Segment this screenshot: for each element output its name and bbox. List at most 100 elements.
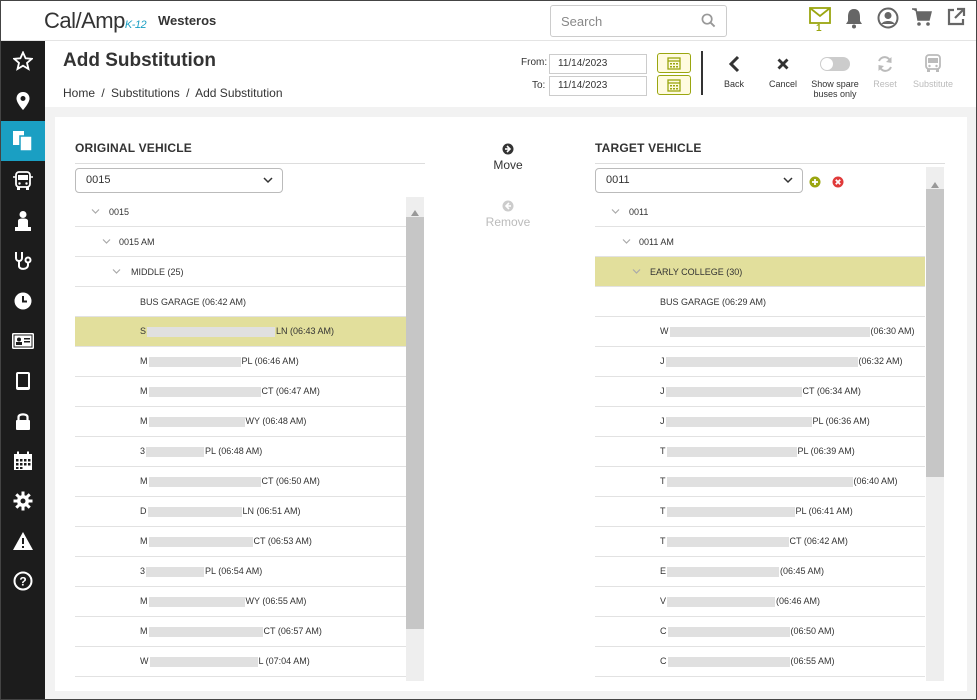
mail-icon[interactable]: 1 <box>808 7 832 35</box>
move-button[interactable]: Move <box>473 143 543 172</box>
stop-row[interactable]: V (06:46 AM) <box>595 587 925 617</box>
stop-row[interactable]: M WY (06:48 AM) <box>75 407 406 437</box>
stop-name-start: V <box>660 596 667 607</box>
chevron-down-icon[interactable] <box>112 267 121 278</box>
remove-vehicle-button[interactable] <box>832 175 844 193</box>
original-scrollbar[interactable] <box>406 197 424 681</box>
sidebar-item-settings[interactable] <box>1 481 45 521</box>
sidebar-item-calendar[interactable] <box>1 441 45 481</box>
stop-row[interactable]: J (06:32 AM) <box>595 347 925 377</box>
target-scrollbar[interactable] <box>926 167 944 681</box>
redacted-address <box>665 416 812 427</box>
move-label: Move <box>493 158 523 172</box>
search-icon[interactable] <box>701 13 716 33</box>
sidebar-item-location[interactable] <box>1 81 45 121</box>
stop-row[interactable]: BUS GARAGE (06:29 AM) <box>595 287 925 317</box>
chevron-down-icon[interactable] <box>622 237 631 248</box>
breadcrumb-home[interactable]: Home <box>63 86 96 100</box>
calamp-logo[interactable]: Cal/AmpK-12 <box>44 8 147 34</box>
chevron-down-icon[interactable] <box>102 237 111 248</box>
stop-row[interactable]: M WY (06:55 AM) <box>75 587 406 617</box>
target-vehicle-select[interactable]: 0011 <box>595 168 803 193</box>
stop-row[interactable]: BUS GARAGE (06:42 AM) <box>75 287 406 317</box>
sidebar-item-id-card[interactable] <box>1 321 45 361</box>
sidebar-item-substitution[interactable] <box>1 121 45 161</box>
reset-button[interactable]: Reset <box>855 53 915 89</box>
stop-row[interactable]: T PL (06:41 AM) <box>595 497 925 527</box>
stop-row[interactable]: T PL (06:39 AM) <box>595 437 925 467</box>
stop-row[interactable]: M CT (06:50 AM) <box>75 467 406 497</box>
breadcrumb-substitutions[interactable]: Substitutions <box>111 86 180 100</box>
stop-row[interactable]: T (06:40 AM) <box>595 467 925 497</box>
scrollbar-thumb[interactable] <box>406 217 424 629</box>
sidebar-item-alerts[interactable] <box>1 521 45 561</box>
stop-row[interactable]: M CT (06:47 AM) <box>75 377 406 407</box>
stop-row[interactable]: D LN (06:51 AM) <box>75 497 406 527</box>
from-calendar-button[interactable] <box>657 53 691 73</box>
stop-row[interactable]: J PL (06:36 AM) <box>595 407 925 437</box>
stop-name-start: C <box>660 656 667 667</box>
stop-row[interactable]: W L (07:04 AM) <box>75 647 406 677</box>
student-icon <box>15 211 31 231</box>
stethoscope-icon <box>15 252 32 270</box>
tree-run-node[interactable]: 0015 AM <box>75 227 406 257</box>
sidebar-item-student[interactable] <box>1 201 45 241</box>
cart-icon[interactable] <box>910 7 934 35</box>
stop-row[interactable]: W (06:30 AM) <box>595 317 925 347</box>
top-icons: 1 <box>808 7 968 35</box>
search-input[interactable] <box>551 6 691 36</box>
stop-row[interactable]: M PL (06:46 AM) <box>75 347 406 377</box>
scrollbar-thumb[interactable] <box>926 189 944 477</box>
stop-name-start: W <box>660 326 669 337</box>
tree-vehicle-node[interactable]: 0015 <box>75 197 406 227</box>
add-vehicle-button[interactable] <box>809 175 821 193</box>
stop-row[interactable]: E (06:45 AM) <box>595 557 925 587</box>
stop-row[interactable]: 3 PL (06:54 AM) <box>75 557 406 587</box>
user-icon[interactable] <box>876 7 900 35</box>
stop-row[interactable]: M CT (06:53 AM) <box>75 527 406 557</box>
sidebar: ? <box>1 41 45 699</box>
scroll-up-arrow[interactable] <box>411 203 419 221</box>
sidebar-item-bus[interactable] <box>1 161 45 201</box>
stop-row[interactable]: C (06:55 AM) <box>595 647 925 677</box>
sidebar-item-help[interactable]: ? <box>1 561 45 601</box>
stop-row[interactable]: T CT (06:42 AM) <box>595 527 925 557</box>
spare-buses-toggle[interactable]: Show spare buses only <box>805 53 865 99</box>
tree-route-node[interactable]: EARLY COLLEGE (30) <box>595 257 925 287</box>
to-calendar-button[interactable] <box>657 75 691 95</box>
to-date-field[interactable]: 11/14/2023 <box>549 76 647 96</box>
toggle-switch[interactable] <box>820 57 850 71</box>
stop-row[interactable]: 3 PL (06:48 AM) <box>75 437 406 467</box>
from-label: From: <box>521 57 548 68</box>
stop-label: M WY (06:55 AM) <box>140 596 306 607</box>
from-date-field[interactable]: 11/14/2023 <box>549 54 647 74</box>
bell-icon[interactable] <box>842 7 866 35</box>
chevron-down-icon[interactable] <box>611 207 620 218</box>
stop-row[interactable]: J CT (06:34 AM) <box>595 377 925 407</box>
stop-row[interactable]: C (06:50 AM) <box>595 617 925 647</box>
substitute-button[interactable]: Substitute <box>903 53 963 89</box>
sidebar-item-security[interactable] <box>1 401 45 441</box>
external-link-icon[interactable] <box>944 7 968 35</box>
stop-name-start: M <box>140 596 148 607</box>
stop-row[interactable]: S LN (06:43 AM) <box>75 317 406 347</box>
stop-name-start: M <box>140 626 148 637</box>
chevron-down-icon[interactable] <box>91 207 100 218</box>
chevron-down-icon[interactable] <box>632 267 641 278</box>
stop-row[interactable]: M CT (06:57 AM) <box>75 617 406 647</box>
scroll-up-arrow[interactable] <box>931 175 939 193</box>
sidebar-item-health[interactable] <box>1 241 45 281</box>
remove-button[interactable]: Remove <box>473 200 543 229</box>
cancel-button[interactable]: Cancel <box>753 53 813 89</box>
stop-label: 3 PL (06:48 AM) <box>140 446 262 457</box>
tree-run-node[interactable]: 0011 AM <box>595 227 925 257</box>
sidebar-item-favorites[interactable] <box>1 41 45 81</box>
back-button[interactable]: Back <box>704 53 764 89</box>
tree-vehicle-node[interactable]: 0011 <box>595 197 925 227</box>
sidebar-item-tablet[interactable] <box>1 361 45 401</box>
tree-route-node[interactable]: MIDDLE (25) <box>75 257 406 287</box>
sidebar-item-history[interactable] <box>1 281 45 321</box>
calendar-icon <box>14 451 32 470</box>
original-vehicle-select[interactable]: 0015 <box>75 168 283 193</box>
target-vehicle-title: TARGET VEHICLE <box>595 141 702 155</box>
